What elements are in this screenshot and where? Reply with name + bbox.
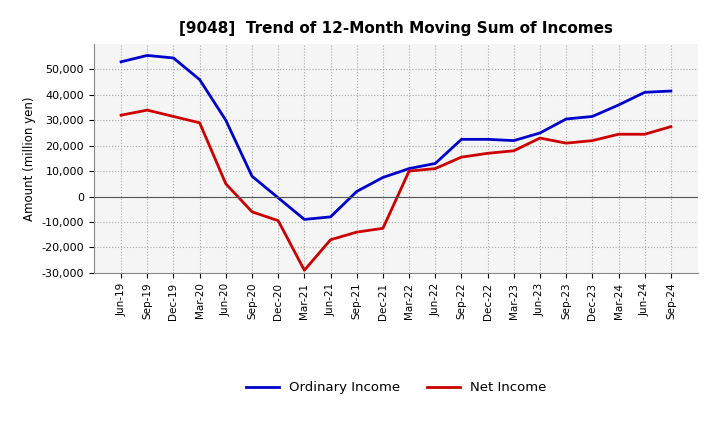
Ordinary Income — [248, 173, 256, 179]
Ordinary Income — [352, 189, 361, 194]
Ordinary Income — [117, 59, 125, 64]
Net Income — [431, 166, 440, 171]
Net Income — [222, 181, 230, 187]
Ordinary Income — [457, 137, 466, 142]
Net Income — [143, 107, 152, 113]
Ordinary Income — [510, 138, 518, 143]
Ordinary Income — [326, 214, 335, 220]
Ordinary Income — [222, 117, 230, 123]
Net Income — [483, 150, 492, 156]
Ordinary Income — [431, 161, 440, 166]
Ordinary Income — [536, 130, 544, 136]
Ordinary Income — [667, 88, 675, 94]
Ordinary Income — [614, 103, 623, 108]
Ordinary Income — [562, 116, 570, 121]
Net Income — [510, 148, 518, 154]
Net Income — [405, 169, 413, 174]
Ordinary Income — [588, 114, 597, 119]
Net Income — [640, 132, 649, 137]
Net Income — [300, 268, 309, 273]
Ordinary Income — [379, 175, 387, 180]
Line: Net Income: Net Income — [121, 110, 671, 270]
Y-axis label: Amount (million yen): Amount (million yen) — [23, 96, 36, 220]
Net Income — [614, 132, 623, 137]
Net Income — [326, 237, 335, 242]
Ordinary Income — [405, 166, 413, 171]
Title: [9048]  Trend of 12-Month Moving Sum of Incomes: [9048] Trend of 12-Month Moving Sum of I… — [179, 21, 613, 36]
Net Income — [352, 230, 361, 235]
Ordinary Income — [300, 217, 309, 222]
Net Income — [248, 209, 256, 214]
Ordinary Income — [640, 90, 649, 95]
Ordinary Income — [143, 53, 152, 58]
Net Income — [117, 113, 125, 118]
Ordinary Income — [195, 77, 204, 82]
Net Income — [379, 226, 387, 231]
Line: Ordinary Income: Ordinary Income — [121, 55, 671, 220]
Net Income — [588, 138, 597, 143]
Ordinary Income — [169, 55, 178, 61]
Net Income — [195, 120, 204, 125]
Ordinary Income — [274, 195, 282, 201]
Net Income — [274, 218, 282, 224]
Net Income — [536, 136, 544, 141]
Net Income — [667, 124, 675, 129]
Legend: Ordinary Income, Net Income: Ordinary Income, Net Income — [240, 375, 552, 399]
Ordinary Income — [483, 137, 492, 142]
Net Income — [457, 154, 466, 160]
Net Income — [562, 140, 570, 146]
Net Income — [169, 114, 178, 119]
